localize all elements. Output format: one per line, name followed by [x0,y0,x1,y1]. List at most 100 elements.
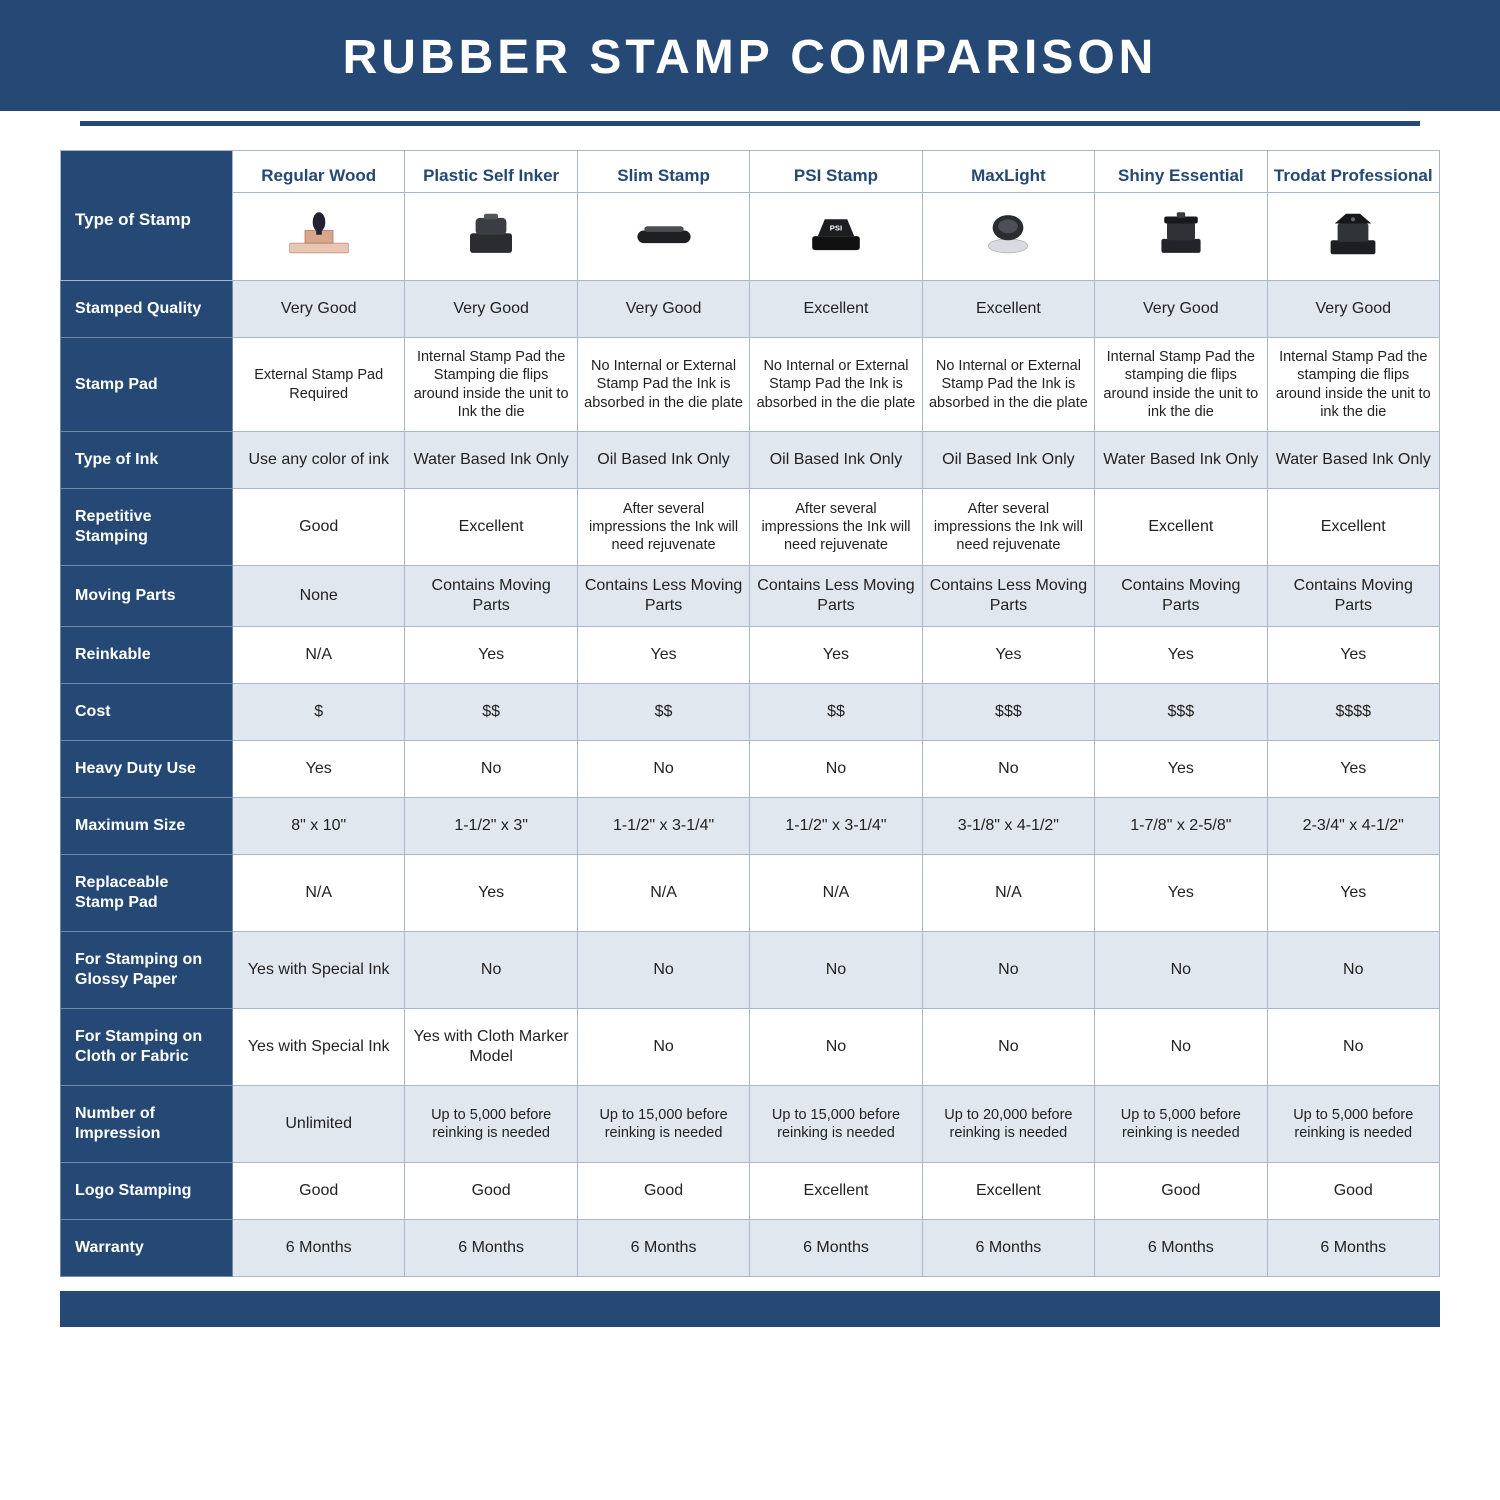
trodat-stamp-icon-cell [1267,193,1439,281]
row-label: Reinkable [61,626,233,683]
row-label-type-of-stamp: Type of Stamp [61,151,233,281]
product-image-row: PSI [61,193,1440,281]
comparison-table-body: Stamped Quality Very Good Very Good Very… [61,281,1440,1277]
row-label: Heavy Duty Use [61,740,233,797]
cell: Yes [233,740,405,797]
row-label: Type of Ink [61,431,233,488]
cell: Contains Moving Parts [405,565,577,626]
shiny-stamp-icon-cell [1095,193,1267,281]
cell: After several impressions the Ink will n… [922,488,1094,565]
row-label: Logo Stamping [61,1162,233,1219]
cell: Contains Moving Parts [1267,565,1439,626]
cell: Unlimited [233,1085,405,1162]
cell: No [577,740,749,797]
cell: Very Good [405,281,577,338]
row-heavy-duty-use: Heavy Duty Use Yes No No No No Yes Yes [61,740,1440,797]
page-title: RUBBER STAMP COMPARISON [0,0,1500,111]
cell: No [577,1008,749,1085]
comparison-table: Type of Stamp Regular Wood Plastic Self … [60,150,1440,1277]
row-cost: Cost $ $$ $$ $$ $$$ $$$ $$$$ [61,683,1440,740]
cell: No [1267,1008,1439,1085]
cell: $$ [750,683,922,740]
cell: Excellent [922,281,1094,338]
cell: Up to 5,000 before reinking is needed [405,1085,577,1162]
row-replaceable-stamp-pad: Replaceable Stamp Pad N/A Yes N/A N/A N/… [61,854,1440,931]
cell: Internal Stamp Pad the stamping die flip… [1095,338,1267,432]
cell: Up to 20,000 before reinking is needed [922,1085,1094,1162]
cell: $$$ [922,683,1094,740]
cell: Yes [1267,854,1439,931]
cell: Water Based Ink Only [1267,431,1439,488]
cell: No [405,931,577,1008]
comparison-chart: RUBBER STAMP COMPARISON Type of Stamp Re… [0,0,1500,1500]
cell: No [750,1008,922,1085]
cell: Up to 5,000 before reinking is needed [1095,1085,1267,1162]
cell: 6 Months [405,1219,577,1276]
cell: $$ [577,683,749,740]
maxlight-stamp-icon-cell [922,193,1094,281]
row-label: For Stamping on Glossy Paper [61,931,233,1008]
cell: No Internal or External Stamp Pad the In… [577,338,749,432]
cell: No Internal or External Stamp Pad the In… [750,338,922,432]
cell: Yes [1267,626,1439,683]
row-number-of-impression: Number of Impression Unlimited Up to 5,0… [61,1085,1440,1162]
slim-stamp-icon [629,246,699,263]
cell: Contains Less Moving Parts [922,565,1094,626]
cell: Contains Less Moving Parts [577,565,749,626]
row-logo-stamping: Logo Stamping Good Good Good Excellent E… [61,1162,1440,1219]
row-label: For Stamping on Cloth or Fabric [61,1008,233,1085]
cell: Good [1267,1162,1439,1219]
cell: Yes with Special Ink [233,1008,405,1085]
cell: No [750,740,922,797]
cell: External Stamp Pad Required [233,338,405,432]
self-inker-icon [456,246,526,263]
cell: No [922,740,1094,797]
cell: $$ [405,683,577,740]
cell: 1-1/2" x 3-1/4" [577,797,749,854]
cell: Excellent [1267,488,1439,565]
cell: After several impressions the Ink will n… [750,488,922,565]
cell: Excellent [750,281,922,338]
row-label: Repetitive Stamping [61,488,233,565]
cell: Contains Moving Parts [1095,565,1267,626]
cell: Very Good [1095,281,1267,338]
cell: Use any color of ink [233,431,405,488]
cell: None [233,565,405,626]
cell: 1-1/2" x 3-1/4" [750,797,922,854]
psi-stamp-icon-cell: PSI [750,193,922,281]
title-divider [80,121,1420,126]
cell: Yes [750,626,922,683]
row-label: Cost [61,683,233,740]
header-row: Type of Stamp Regular Wood Plastic Self … [61,151,1440,193]
cell: Internal Stamp Pad the Stamping die flip… [405,338,577,432]
cell: Excellent [750,1162,922,1219]
cell: Yes [922,626,1094,683]
cell: Oil Based Ink Only [922,431,1094,488]
row-warranty: Warranty 6 Months 6 Months 6 Months 6 Mo… [61,1219,1440,1276]
row-label: Maximum Size [61,797,233,854]
cell: Good [233,1162,405,1219]
row-repetitive-stamping: Repetitive Stamping Good Excellent After… [61,488,1440,565]
cell: 6 Months [1267,1219,1439,1276]
cell: 2-3/4" x 4-1/2" [1267,797,1439,854]
cell: Yes [1095,740,1267,797]
cell: Up to 15,000 before reinking is needed [750,1085,922,1162]
cell: Very Good [577,281,749,338]
cell: Contains Less Moving Parts [750,565,922,626]
cell: No [1095,931,1267,1008]
wood-stamp-icon [284,246,354,263]
cell: 1-1/2" x 3" [405,797,577,854]
row-type-of-ink: Type of Ink Use any color of ink Water B… [61,431,1440,488]
title-divider-wrap [0,111,1500,126]
psi-stamp-icon: PSI [801,246,871,263]
cell: Yes [1095,854,1267,931]
row-stamped-quality: Stamped Quality Very Good Very Good Very… [61,281,1440,338]
cell: 6 Months [750,1219,922,1276]
cell: No [405,740,577,797]
cell: N/A [233,626,405,683]
cell: Excellent [1095,488,1267,565]
cell: No Internal or External Stamp Pad the In… [922,338,1094,432]
cell: No [750,931,922,1008]
cell: Water Based Ink Only [1095,431,1267,488]
cell: Up to 15,000 before reinking is needed [577,1085,749,1162]
